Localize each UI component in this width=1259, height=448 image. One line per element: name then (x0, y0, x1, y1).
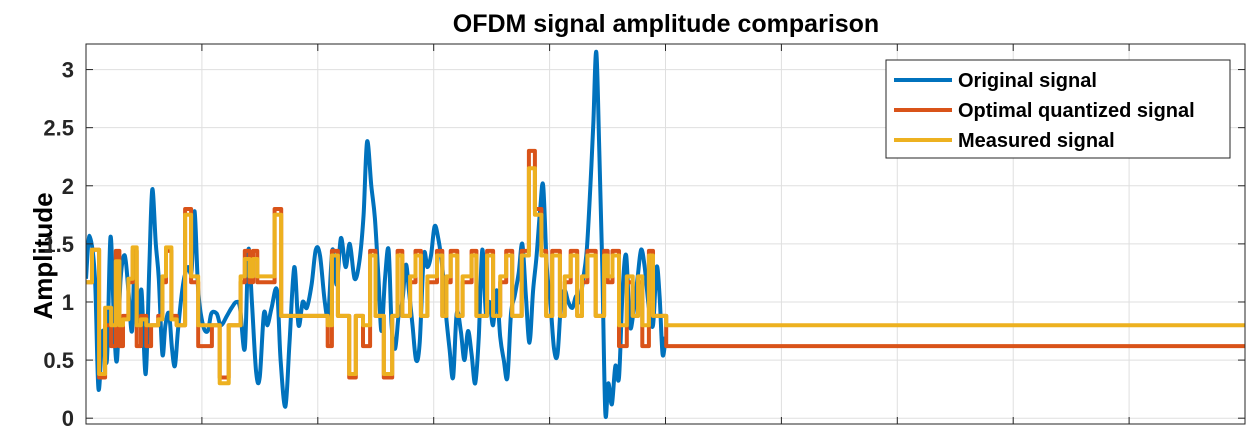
y-tick-label: 2 (62, 174, 74, 199)
legend-label: Optimal quantized signal (958, 100, 1195, 122)
axes: 0 0.5 1 1.5 2 2.5 3 (43, 43, 1246, 431)
y-tick-label: 1 (62, 290, 74, 315)
y-tick-label: 0 (62, 406, 74, 431)
y-tick-label: 0.5 (43, 348, 74, 373)
legend-label: Original signal (958, 70, 1097, 92)
legend-label: Measured signal (958, 130, 1115, 152)
series-line-3 (86, 166, 1245, 386)
chart-title: OFDM signal amplitude comparison (453, 10, 879, 38)
y-axis-label: Amplitude (28, 192, 58, 319)
y-tick-label: 1.5 (43, 232, 74, 257)
y-tick-label: 3 (62, 58, 74, 83)
legend: Original signal Optimal quantized signal M… (885, 59, 1231, 159)
y-tick-label: 2.5 (43, 116, 74, 141)
series-layer (86, 50, 1245, 419)
